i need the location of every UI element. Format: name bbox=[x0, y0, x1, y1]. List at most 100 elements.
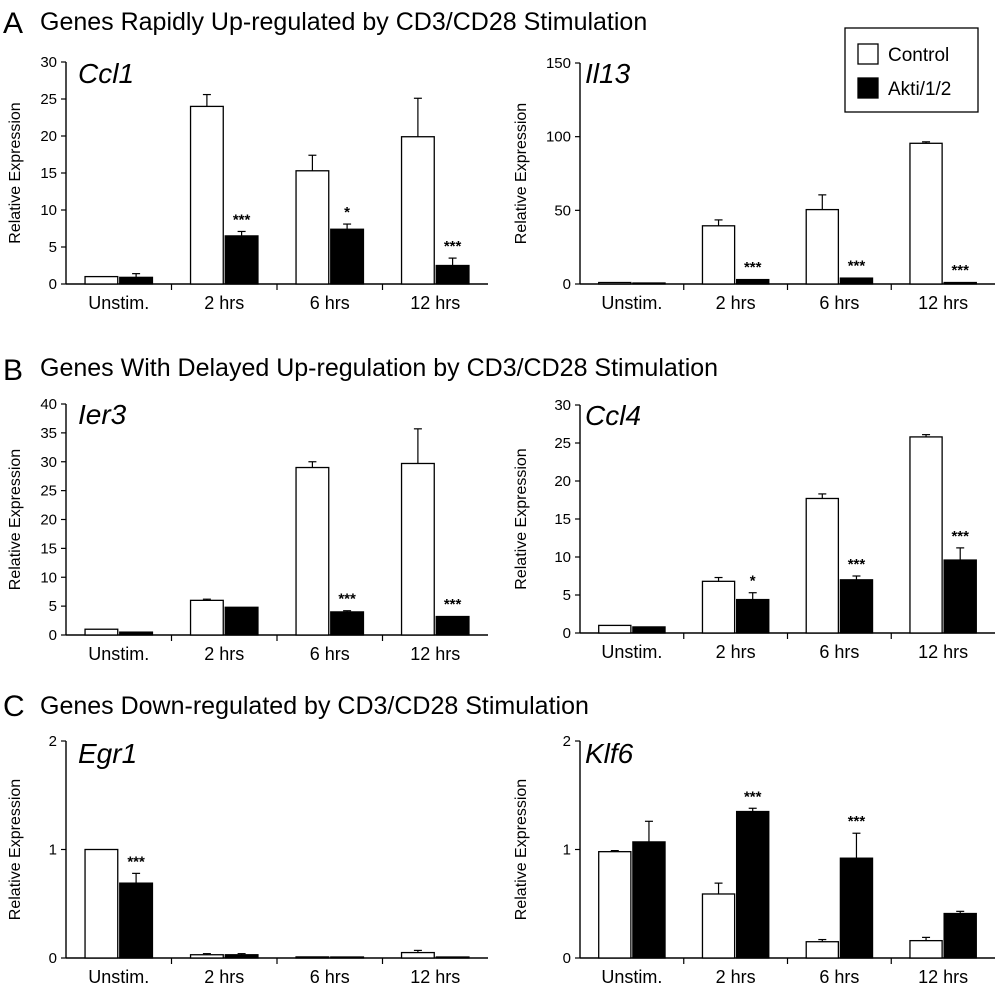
bar-akti bbox=[839, 277, 874, 285]
bar-akti bbox=[435, 615, 470, 636]
chart-title: Ccl1 bbox=[78, 58, 134, 89]
y-tick-label: 5 bbox=[49, 598, 57, 615]
x-tick-label: 12 hrs bbox=[918, 293, 968, 313]
y-tick-label: 25 bbox=[40, 483, 57, 500]
bar-akti bbox=[224, 235, 259, 285]
y-tick-label: 30 bbox=[40, 54, 57, 71]
chart-ccl1: Ccl1 Relative Expression 0 5 10 15 20 25 30 Unsti… bbox=[7, 54, 488, 313]
y-tick-label: 1 bbox=[49, 842, 57, 859]
bar-control bbox=[295, 956, 330, 959]
x-tick-label: 2 hrs bbox=[204, 967, 244, 987]
bar-akti bbox=[632, 626, 666, 634]
bar-control bbox=[84, 275, 119, 285]
bar-control bbox=[598, 624, 632, 634]
bar-control bbox=[189, 599, 224, 636]
bar-akti bbox=[224, 606, 259, 636]
significance-label: *** bbox=[848, 556, 866, 573]
x-tick-label: Unstim. bbox=[601, 293, 662, 313]
bar-akti bbox=[839, 857, 874, 959]
bar-control bbox=[295, 170, 330, 285]
significance-label: *** bbox=[444, 238, 462, 255]
x-tick-label: 2 hrs bbox=[204, 644, 244, 664]
y-tick-label: 40 bbox=[40, 396, 57, 413]
y-tick-label: 25 bbox=[40, 91, 57, 108]
legend-label-control: Control bbox=[888, 45, 949, 66]
section-c-title: Genes Down-regulated by CD3/CD28 Stimula… bbox=[40, 692, 589, 720]
bar-akti bbox=[330, 611, 365, 636]
section-b-letter: B bbox=[3, 354, 23, 387]
x-tick-label: Unstim. bbox=[601, 642, 662, 662]
y-axis-label: Relative Expression bbox=[513, 103, 530, 244]
x-tick-label: 6 hrs bbox=[819, 967, 859, 987]
bar-control bbox=[701, 580, 736, 634]
chart-klf6: Klf6 Relative Expression 0 1 2 Unstim. 2 hrs **… bbox=[513, 733, 995, 987]
y-tick-label: 15 bbox=[40, 540, 57, 557]
y-tick-label: 10 bbox=[40, 569, 57, 586]
bar-akti bbox=[435, 956, 470, 959]
x-tick-label: 2 hrs bbox=[716, 293, 756, 313]
significance-label: *** bbox=[444, 596, 462, 613]
bar-control bbox=[400, 136, 435, 285]
y-axis-label: Relative Expression bbox=[7, 779, 24, 920]
y-tick-label: 15 bbox=[40, 165, 57, 182]
y-tick-label: 2 bbox=[49, 733, 57, 750]
y-tick-label: 0 bbox=[49, 627, 57, 644]
bar-control bbox=[598, 851, 632, 959]
y-tick-label: 10 bbox=[554, 549, 571, 566]
chart-title: Egr1 bbox=[78, 738, 137, 769]
bar-akti bbox=[632, 282, 666, 285]
section-b-title: Genes With Delayed Up-regulation by CD3/… bbox=[40, 354, 718, 382]
y-tick-label: 0 bbox=[563, 276, 571, 293]
x-tick-label: 12 hrs bbox=[410, 967, 460, 987]
x-tick-label: 6 hrs bbox=[819, 293, 859, 313]
y-tick-label: 0 bbox=[563, 625, 571, 642]
bar-control bbox=[189, 954, 224, 959]
y-axis-label: Relative Expression bbox=[7, 102, 24, 243]
significance-label: *** bbox=[951, 528, 969, 545]
bar-control bbox=[400, 462, 435, 636]
bar-control bbox=[701, 225, 736, 285]
x-tick-label: Unstim. bbox=[88, 293, 149, 313]
significance-label: *** bbox=[338, 591, 356, 608]
x-tick-label: 12 hrs bbox=[410, 293, 460, 313]
bar-akti bbox=[119, 631, 154, 636]
bar-control bbox=[805, 941, 840, 959]
y-tick-label: 20 bbox=[554, 473, 571, 490]
significance-label: * bbox=[344, 204, 350, 221]
legend: Control Akti/1/2 bbox=[844, 27, 979, 113]
legend-swatch-akti bbox=[857, 77, 879, 99]
bar-control bbox=[805, 208, 840, 285]
y-tick-label: 2 bbox=[563, 733, 571, 750]
chart-ier3: Ier3 Relative Expression 0 5 10 15 20 25 30 35 40 U… bbox=[7, 396, 488, 664]
y-tick-label: 5 bbox=[563, 587, 571, 604]
bar-control bbox=[189, 105, 224, 285]
bar-akti bbox=[330, 956, 365, 959]
section-a-title: Genes Rapidly Up-regulated by CD3/CD28 S… bbox=[40, 8, 647, 36]
bar-control bbox=[909, 939, 943, 959]
y-tick-label: 1 bbox=[563, 842, 571, 859]
y-tick-label: 35 bbox=[40, 425, 57, 442]
bar-akti bbox=[224, 954, 259, 959]
significance-label: *** bbox=[951, 262, 969, 279]
bar-akti bbox=[943, 281, 977, 285]
bar-control bbox=[701, 893, 736, 959]
significance-label: *** bbox=[233, 211, 251, 228]
y-tick-label: 25 bbox=[554, 435, 571, 452]
y-tick-label: 30 bbox=[40, 454, 57, 471]
bar-control bbox=[400, 951, 435, 959]
x-tick-label: 6 hrs bbox=[310, 644, 350, 664]
bar-control bbox=[909, 436, 943, 634]
x-tick-label: Unstim. bbox=[88, 967, 149, 987]
bar-control bbox=[295, 466, 330, 636]
significance-label: *** bbox=[848, 257, 866, 274]
significance-label: *** bbox=[744, 259, 762, 276]
y-tick-label: 15 bbox=[554, 511, 571, 528]
bar-control bbox=[598, 281, 632, 285]
bar-control bbox=[909, 142, 943, 285]
section-a-letter: A bbox=[3, 7, 23, 40]
x-tick-label: 12 hrs bbox=[918, 967, 968, 987]
bar-control bbox=[805, 497, 840, 634]
x-tick-label: 6 hrs bbox=[310, 967, 350, 987]
